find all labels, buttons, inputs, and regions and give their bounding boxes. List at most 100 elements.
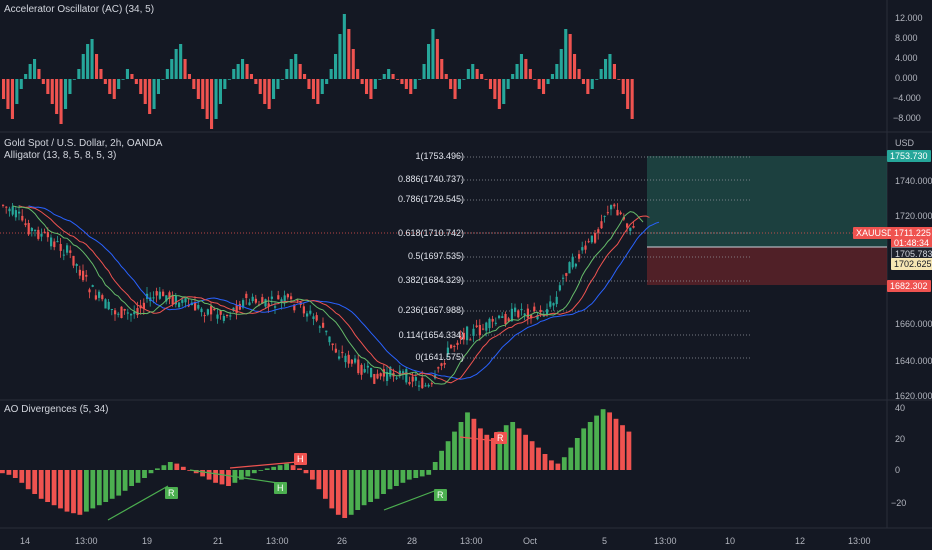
candle-body: [450, 344, 453, 349]
ac-bar: [285, 69, 289, 79]
ao-bar: [503, 425, 509, 470]
candle-body: [376, 373, 379, 379]
candle-body: [581, 247, 584, 251]
time-tick: 12: [795, 536, 806, 546]
ac-bar: [502, 79, 506, 104]
candle-body: [424, 385, 427, 387]
candle-body: [610, 205, 613, 210]
ac-bar: [493, 79, 497, 99]
candle-body: [357, 359, 360, 374]
ac-indicator-title[interactable]: Accelerator Oscillator (AC) (34, 5): [4, 4, 155, 15]
ao-bar: [277, 465, 283, 470]
ao-bar: [594, 415, 599, 470]
ac-bar: [325, 79, 329, 84]
candle-body: [466, 326, 469, 341]
candle-body: [270, 296, 273, 299]
divergence-marker[interactable]: R: [494, 432, 507, 444]
candle-body: [462, 332, 465, 340]
candle-body: [261, 297, 264, 304]
candle-body: [475, 325, 478, 328]
candle-body: [120, 306, 123, 318]
candle-body: [197, 305, 200, 309]
candle-body: [350, 359, 353, 364]
candle-body: [50, 237, 53, 247]
fib-label: 0.5(1697.535): [407, 251, 464, 261]
time-tick: 19: [142, 536, 153, 546]
ao-bar: [368, 470, 373, 502]
ac-bar: [427, 44, 431, 79]
ao-tick: 0: [895, 465, 901, 475]
ac-bar: [214, 79, 218, 119]
candle-body: [82, 270, 85, 281]
ac-bar: [418, 79, 422, 80]
alligator-title[interactable]: Alligator (13, 8, 5, 8, 5, 3): [4, 150, 117, 161]
candle-body: [366, 365, 369, 368]
ac-tick: −8.000: [893, 113, 921, 123]
ac-tick: 12.000: [895, 13, 923, 23]
last-price-badge[interactable]: 1711.225: [891, 227, 932, 239]
ac-bar: [480, 74, 484, 79]
ao-bar: [458, 422, 464, 470]
ao-bar: [478, 428, 483, 470]
target-price-badge[interactable]: 1753.730: [887, 150, 931, 162]
candle-body: [88, 289, 91, 293]
ac-bar: [542, 79, 546, 94]
ao-bar: [174, 463, 180, 470]
level-price-badge[interactable]: 1702.625: [891, 258, 932, 270]
ac-bar: [475, 69, 479, 79]
candle-body: [107, 301, 110, 310]
ac-bar: [365, 79, 369, 94]
candle-body: [562, 277, 565, 279]
time-tick: 13:00: [460, 536, 483, 546]
ao-bar: [213, 470, 218, 483]
candle-body: [216, 314, 219, 319]
ac-bar: [263, 79, 267, 104]
candle-body: [322, 322, 325, 328]
candle-body: [370, 367, 373, 377]
candle-body: [613, 204, 616, 207]
candle-body: [293, 304, 296, 311]
ao-bar: [413, 470, 419, 478]
candle-body: [472, 328, 475, 336]
candle-body: [158, 291, 161, 299]
ao-bar: [206, 470, 212, 480]
divergence-marker[interactable]: H: [294, 453, 307, 465]
candle-body: [75, 264, 78, 266]
ao-bar: [607, 412, 612, 470]
candle-body: [584, 245, 587, 250]
ao-bar: [142, 470, 147, 478]
candle-body: [507, 318, 510, 322]
ac-bar: [148, 79, 152, 114]
candle-body: [523, 313, 526, 315]
candle-body: [306, 313, 309, 317]
ac-bar: [435, 39, 439, 79]
ao-bar: [626, 431, 632, 470]
ac-bar: [307, 79, 311, 89]
candle-body: [210, 306, 213, 315]
time-tick: 26: [337, 536, 348, 546]
candle-body: [72, 255, 75, 266]
symbol-badge[interactable]: XAUUSD: [853, 227, 897, 239]
ac-tick: 4.000: [895, 53, 918, 63]
candle-body: [536, 315, 539, 320]
divergence-marker[interactable]: H: [274, 482, 287, 494]
ao-bar: [465, 412, 470, 470]
ao-divergence-title[interactable]: AO Divergences (5, 34): [4, 404, 109, 415]
candle-body: [168, 292, 171, 299]
candle-body: [328, 336, 331, 343]
ac-bar: [471, 64, 475, 79]
ac-bar: [95, 54, 99, 79]
stop-price-badge[interactable]: 1682.302: [887, 280, 931, 292]
ao-bar: [155, 468, 160, 470]
candle-body: [286, 294, 289, 298]
ac-bar: [205, 79, 209, 119]
fib-label: 0(1641.575): [415, 352, 464, 362]
symbol-title[interactable]: Gold Spot / U.S. Dollar, 2h, OANDA: [4, 138, 163, 149]
ac-bar: [258, 79, 262, 94]
divergence-marker[interactable]: R: [165, 487, 178, 499]
candle-body: [2, 204, 5, 206]
divergence-marker[interactable]: R: [434, 489, 447, 501]
candle-body: [418, 385, 421, 387]
ac-bar: [90, 39, 94, 79]
